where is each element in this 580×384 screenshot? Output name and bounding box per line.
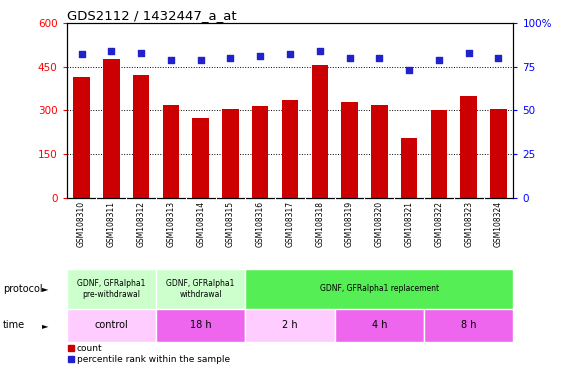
- Text: GDNF, GFRalpha1
pre-withdrawal: GDNF, GFRalpha1 pre-withdrawal: [77, 279, 146, 299]
- Text: GDNF, GFRalpha1
withdrawal: GDNF, GFRalpha1 withdrawal: [166, 279, 235, 299]
- Text: GSM108324: GSM108324: [494, 201, 503, 247]
- Bar: [282, 100, 298, 198]
- Point: [285, 51, 295, 58]
- Text: GSM108313: GSM108313: [166, 201, 175, 247]
- Bar: [311, 65, 328, 198]
- Bar: [156, 269, 245, 309]
- Text: GSM108316: GSM108316: [256, 201, 264, 247]
- Text: GSM108314: GSM108314: [196, 201, 205, 247]
- Legend: count, percentile rank within the sample: count, percentile rank within the sample: [68, 344, 230, 364]
- Bar: [252, 106, 269, 198]
- Text: GSM108319: GSM108319: [345, 201, 354, 247]
- Text: 8 h: 8 h: [461, 320, 476, 331]
- Point: [77, 51, 86, 58]
- Point: [166, 57, 176, 63]
- Text: GDS2112 / 1432447_a_at: GDS2112 / 1432447_a_at: [67, 9, 236, 22]
- Text: GSM108321: GSM108321: [405, 201, 414, 247]
- Text: GSM108323: GSM108323: [464, 201, 473, 247]
- Point: [494, 55, 503, 61]
- Bar: [335, 309, 424, 342]
- Bar: [222, 109, 238, 198]
- Text: 2 h: 2 h: [282, 320, 298, 331]
- Bar: [74, 77, 90, 198]
- Point: [107, 48, 116, 54]
- Point: [136, 50, 146, 56]
- Bar: [424, 309, 513, 342]
- Point: [256, 53, 265, 59]
- Text: 18 h: 18 h: [190, 320, 212, 331]
- Bar: [67, 309, 156, 342]
- Point: [196, 57, 205, 63]
- Bar: [431, 111, 447, 198]
- Bar: [245, 269, 513, 309]
- Bar: [401, 138, 417, 198]
- Text: time: time: [3, 320, 25, 331]
- Bar: [245, 309, 335, 342]
- Point: [404, 67, 414, 73]
- Text: 4 h: 4 h: [372, 320, 387, 331]
- Text: ►: ►: [42, 321, 49, 330]
- Text: GSM108311: GSM108311: [107, 201, 116, 247]
- Bar: [103, 60, 119, 198]
- Point: [226, 55, 235, 61]
- Text: GSM108318: GSM108318: [316, 201, 324, 247]
- Text: GSM108310: GSM108310: [77, 201, 86, 247]
- Bar: [163, 104, 179, 198]
- Text: GSM108320: GSM108320: [375, 201, 384, 247]
- Text: GDNF, GFRalpha1 replacement: GDNF, GFRalpha1 replacement: [320, 285, 439, 293]
- Bar: [371, 104, 387, 198]
- Bar: [67, 269, 156, 309]
- Bar: [342, 102, 358, 198]
- Text: GSM108317: GSM108317: [285, 201, 295, 247]
- Bar: [133, 75, 149, 198]
- Text: GSM108322: GSM108322: [434, 201, 443, 247]
- Point: [434, 57, 444, 63]
- Bar: [461, 96, 477, 198]
- Point: [464, 50, 473, 56]
- Point: [375, 55, 384, 61]
- Bar: [490, 109, 506, 198]
- Point: [315, 48, 324, 54]
- Text: control: control: [95, 320, 128, 331]
- Text: GSM108312: GSM108312: [137, 201, 146, 247]
- Text: protocol: protocol: [3, 284, 42, 294]
- Text: GSM108315: GSM108315: [226, 201, 235, 247]
- Bar: [193, 118, 209, 198]
- Point: [345, 55, 354, 61]
- Bar: [156, 309, 245, 342]
- Text: ►: ►: [42, 285, 49, 293]
